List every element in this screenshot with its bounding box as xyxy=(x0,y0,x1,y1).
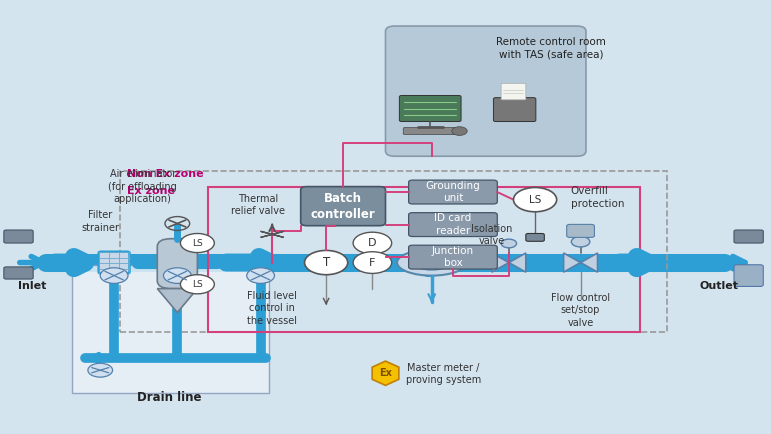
FancyBboxPatch shape xyxy=(99,252,130,273)
FancyBboxPatch shape xyxy=(734,265,763,286)
Circle shape xyxy=(180,233,214,253)
Text: LS: LS xyxy=(192,239,203,247)
Text: D: D xyxy=(368,238,377,248)
Text: Batch
controller: Batch controller xyxy=(311,192,375,220)
FancyBboxPatch shape xyxy=(526,233,544,241)
Text: Isolation
valve: Isolation valve xyxy=(471,224,513,247)
Text: ID card
reader: ID card reader xyxy=(434,214,472,236)
Text: Junction
box: Junction box xyxy=(432,246,474,268)
FancyBboxPatch shape xyxy=(4,267,33,279)
Text: Flow control
set/stop
valve: Flow control set/stop valve xyxy=(551,293,610,328)
Polygon shape xyxy=(261,231,284,237)
FancyBboxPatch shape xyxy=(409,213,497,237)
Polygon shape xyxy=(372,361,399,385)
Polygon shape xyxy=(492,253,509,272)
Bar xyxy=(208,187,640,332)
Polygon shape xyxy=(581,253,598,272)
Text: Air eliminator
(for offloading
application): Air eliminator (for offloading applicati… xyxy=(108,169,177,204)
Text: Thermal
relief valve: Thermal relief valve xyxy=(231,194,285,217)
FancyBboxPatch shape xyxy=(567,224,594,237)
Circle shape xyxy=(305,250,348,275)
Text: Inlet: Inlet xyxy=(19,281,46,292)
Circle shape xyxy=(163,268,191,283)
Polygon shape xyxy=(157,289,197,312)
Polygon shape xyxy=(261,231,284,237)
FancyBboxPatch shape xyxy=(4,230,33,243)
Ellipse shape xyxy=(412,255,451,270)
Polygon shape xyxy=(509,253,526,272)
Text: Outlet: Outlet xyxy=(700,281,739,292)
Text: Remote control room
with TAS (safe area): Remote control room with TAS (safe area) xyxy=(497,37,606,59)
Text: Drain line: Drain line xyxy=(137,391,202,404)
FancyBboxPatch shape xyxy=(409,245,497,269)
FancyBboxPatch shape xyxy=(501,83,526,100)
Circle shape xyxy=(353,232,392,254)
Text: Filter
strainer: Filter strainer xyxy=(81,210,120,233)
Bar xyxy=(120,171,667,332)
Ellipse shape xyxy=(397,250,466,276)
Circle shape xyxy=(100,268,128,283)
Text: Master meter /
proving system: Master meter / proving system xyxy=(406,363,481,385)
Text: T: T xyxy=(322,256,330,269)
Text: Overfill
protection: Overfill protection xyxy=(571,186,624,209)
Text: Grounding
unit: Grounding unit xyxy=(426,181,480,203)
FancyBboxPatch shape xyxy=(403,128,456,135)
FancyBboxPatch shape xyxy=(734,230,763,243)
Circle shape xyxy=(88,363,113,377)
Circle shape xyxy=(180,275,214,294)
Circle shape xyxy=(571,237,590,247)
Circle shape xyxy=(353,252,392,273)
FancyBboxPatch shape xyxy=(157,239,197,289)
Circle shape xyxy=(513,187,557,212)
Text: Ex: Ex xyxy=(379,368,392,378)
FancyBboxPatch shape xyxy=(399,95,461,122)
FancyBboxPatch shape xyxy=(493,98,536,122)
Text: F: F xyxy=(369,257,375,268)
Circle shape xyxy=(452,127,467,135)
Text: Ex zone: Ex zone xyxy=(127,186,175,196)
Text: LS: LS xyxy=(529,194,541,205)
Circle shape xyxy=(247,268,274,283)
Bar xyxy=(72,265,269,393)
FancyBboxPatch shape xyxy=(409,180,497,204)
Text: LS: LS xyxy=(192,280,203,289)
Text: Non Ex zone: Non Ex zone xyxy=(127,168,204,179)
Polygon shape xyxy=(564,253,581,272)
Text: Fluid level
control in
the vessel: Fluid level control in the vessel xyxy=(247,291,297,326)
FancyBboxPatch shape xyxy=(301,187,386,226)
FancyBboxPatch shape xyxy=(386,26,586,156)
Circle shape xyxy=(501,239,517,248)
